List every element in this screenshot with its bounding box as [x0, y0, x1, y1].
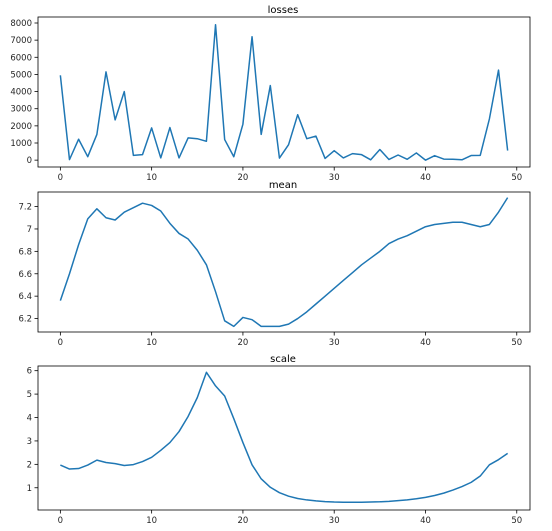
- scale-y-tick-label: 1: [27, 484, 32, 494]
- scale-y-tick-label: 3: [27, 437, 32, 447]
- mean-chart-marks: 0 10 20 30 40 50 6.2 6.4 6.6 6.8 7 7.2: [18, 197, 522, 348]
- scale-y-tick-label: 4: [27, 414, 32, 424]
- scale-x-tick-label: 0: [58, 516, 63, 526]
- mean-y-tick-label: 7: [27, 225, 32, 235]
- mean-x-tick-label: 0: [58, 338, 63, 348]
- mean-y-tick-label: 6.4: [18, 292, 32, 302]
- mean-y-tick-label: 6.8: [18, 247, 32, 257]
- scale-x-tick-label: 30: [329, 516, 340, 526]
- losses-series-line: [59, 23, 509, 161]
- losses-y-tick-label: 2000: [10, 122, 32, 132]
- losses-y-tick-label: 5000: [10, 70, 32, 80]
- mean-chart-frame: [37, 191, 531, 333]
- scale-y-tick-label: 2: [27, 460, 32, 470]
- scale-chart-marks: 0 10 20 30 40 50 1 2 3 4 5 6: [27, 367, 523, 526]
- losses-y-tick-label: 0: [27, 156, 32, 166]
- scale-x-tick-label: 20: [238, 516, 249, 526]
- scale-y-tick-label: 6: [27, 367, 32, 377]
- losses-x-tick-label: 50: [511, 173, 522, 183]
- losses-x-tick-label: 0: [58, 173, 63, 183]
- losses-y-tick-label: 4000: [10, 88, 32, 98]
- scale-x-tick-label: 10: [146, 516, 157, 526]
- mean-x-tick-label: 50: [511, 338, 522, 348]
- losses-x-tick-label: 20: [238, 173, 249, 183]
- losses-chart-frame: [37, 16, 531, 168]
- mean-series-line: [59, 197, 509, 328]
- losses-chart: losses 0 10 20 30 40 50 0 1000 2000 3000 4000 5000 6…: [10, 5, 531, 183]
- losses-chart-title: losses: [268, 5, 299, 16]
- mean-x-tick-label: 40: [420, 338, 431, 348]
- mean-y-tick-label: 7.2: [18, 203, 32, 213]
- mean-chart-title: mean: [269, 180, 297, 191]
- losses-y-tick-label: 7000: [10, 36, 32, 46]
- mean-x-tick-label: 10: [146, 338, 157, 348]
- scale-y-tick-label: 5: [27, 390, 32, 400]
- losses-y-tick-label: 3000: [10, 105, 32, 115]
- losses-chart-marks: 0 10 20 30 40 50 0 1000 2000 3000 4000 5000 6000 7000…: [10, 19, 522, 183]
- losses-x-tick-label: 30: [329, 173, 340, 183]
- scale-x-tick-label: 40: [420, 516, 431, 526]
- losses-x-tick-label: 10: [146, 173, 157, 183]
- losses-y-tick-label: 6000: [10, 53, 32, 63]
- scale-series-line: [60, 371, 509, 504]
- scale-chart-frame: [37, 365, 531, 511]
- losses-y-tick-label: 1000: [10, 139, 32, 149]
- scale-chart-title: scale: [270, 354, 296, 365]
- mean-chart: mean 0 10 20 30 40 50 6.2 6.4 6.6 6.8 7 7.2: [18, 180, 531, 348]
- mean-y-tick-label: 6.2: [18, 315, 32, 325]
- mean-y-tick-label: 6.6: [18, 270, 32, 280]
- losses-x-tick-label: 40: [420, 173, 431, 183]
- scale-chart: scale 0 10 20 30 40 50 1 2 3 4 5 6: [27, 354, 531, 526]
- mean-x-tick-label: 20: [238, 338, 249, 348]
- scale-x-tick-label: 50: [511, 516, 522, 526]
- losses-y-tick-label: 8000: [10, 19, 32, 29]
- mean-x-tick-label: 30: [329, 338, 340, 348]
